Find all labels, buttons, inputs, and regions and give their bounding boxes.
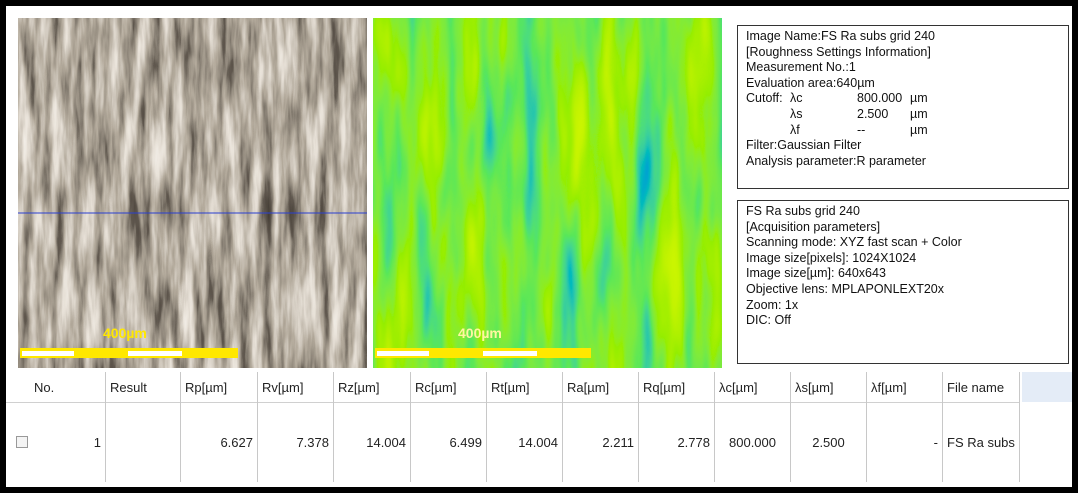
- info-line: Objective lens: MPLAPONLEXT20x: [746, 282, 1060, 298]
- cell: 14.004: [334, 403, 411, 483]
- column-header[interactable]: Rq[µm]: [639, 372, 715, 403]
- cell: 6.627: [181, 403, 258, 483]
- cell: 1: [6, 403, 106, 483]
- info-line: Scanning mode: XYZ fast scan + Color: [746, 235, 1060, 251]
- column-header[interactable]: λf[µm]: [867, 372, 943, 403]
- cutoff-value: 800.000: [857, 91, 910, 107]
- column-header[interactable]: Rc[µm]: [411, 372, 487, 403]
- column-header[interactable]: Rt[µm]: [487, 372, 563, 403]
- column-header[interactable]: Rz[µm]: [334, 372, 411, 403]
- column-header[interactable]: Ra[µm]: [563, 372, 639, 403]
- cell: 2.500: [791, 403, 867, 483]
- cell: FS Ra subs: [943, 403, 1020, 483]
- info-line: Evaluation area:640µm: [746, 76, 1060, 92]
- info-line: Measurement No.:1: [746, 60, 1060, 76]
- info-line: FS Ra subs grid 240: [746, 204, 1060, 220]
- scale-bar: [20, 348, 238, 358]
- screen: 400µm 400µm Image Name:FS Ra subs grid 2…: [0, 0, 1078, 493]
- cutoff-symbol: λf: [790, 123, 857, 139]
- scale-label: 400µm: [103, 325, 147, 341]
- cell: 14.004: [487, 403, 563, 483]
- row-checkbox[interactable]: [16, 436, 28, 448]
- info-line: Image size[pixels]: 1024X1024: [746, 251, 1060, 267]
- info-line: Filter:Gaussian Filter: [746, 138, 1060, 154]
- cutoff-symbol: λc: [790, 91, 857, 107]
- texture: [18, 18, 367, 368]
- acquisition-info: FS Ra subs grid 240[Acquisition paramete…: [737, 200, 1069, 364]
- cutoff-unit: µm: [910, 91, 928, 107]
- column-header[interactable]: No.: [6, 372, 106, 403]
- scale-label: 400µm: [458, 325, 502, 341]
- column-header[interactable]: Result: [106, 372, 181, 403]
- info-line: [Acquisition parameters]: [746, 220, 1060, 236]
- cell: 7.378: [258, 403, 334, 483]
- column-header[interactable]: λc[µm]: [715, 372, 791, 403]
- info-line: [Roughness Settings Information]: [746, 45, 1060, 61]
- info-line: Analysis parameter:R parameter: [746, 154, 1060, 170]
- cutoff-value: --: [857, 123, 910, 139]
- header-filler: [1022, 372, 1072, 402]
- scale-bar: [375, 348, 591, 358]
- cell: 2.778: [639, 403, 715, 483]
- cell: -: [867, 403, 943, 483]
- cutoff-label: Cutoff:: [746, 91, 790, 107]
- optical-image: 400µm: [18, 18, 367, 368]
- cutoff-unit: µm: [910, 123, 928, 139]
- column-header[interactable]: λs[µm]: [791, 372, 867, 403]
- cutoff-symbol: λs: [790, 107, 857, 123]
- cutoff-unit: µm: [910, 107, 928, 123]
- texture: [373, 18, 722, 368]
- cell: 800.000: [715, 403, 791, 483]
- empty-cell: [106, 403, 181, 483]
- cutoff-value: 2.500: [857, 107, 910, 123]
- info-line: Zoom: 1x: [746, 298, 1060, 314]
- column-header[interactable]: Rp[µm]: [181, 372, 258, 403]
- roughness-info: Image Name:FS Ra subs grid 240 [Roughnes…: [737, 25, 1069, 189]
- info-line: Image Name:FS Ra subs grid 240: [746, 29, 1060, 45]
- info-line: Image size[µm]: 640x643: [746, 266, 1060, 282]
- cutoff-row: λf--µm: [746, 123, 1060, 139]
- info-line: DIC: Off: [746, 313, 1060, 329]
- cell: 2.211: [563, 403, 639, 483]
- column-header[interactable]: File name: [943, 372, 1020, 403]
- window: 400µm 400µm Image Name:FS Ra subs grid 2…: [6, 6, 1072, 487]
- column-header[interactable]: Rv[µm]: [258, 372, 334, 403]
- height-map: 400µm: [373, 18, 722, 368]
- cell: 6.499: [411, 403, 487, 483]
